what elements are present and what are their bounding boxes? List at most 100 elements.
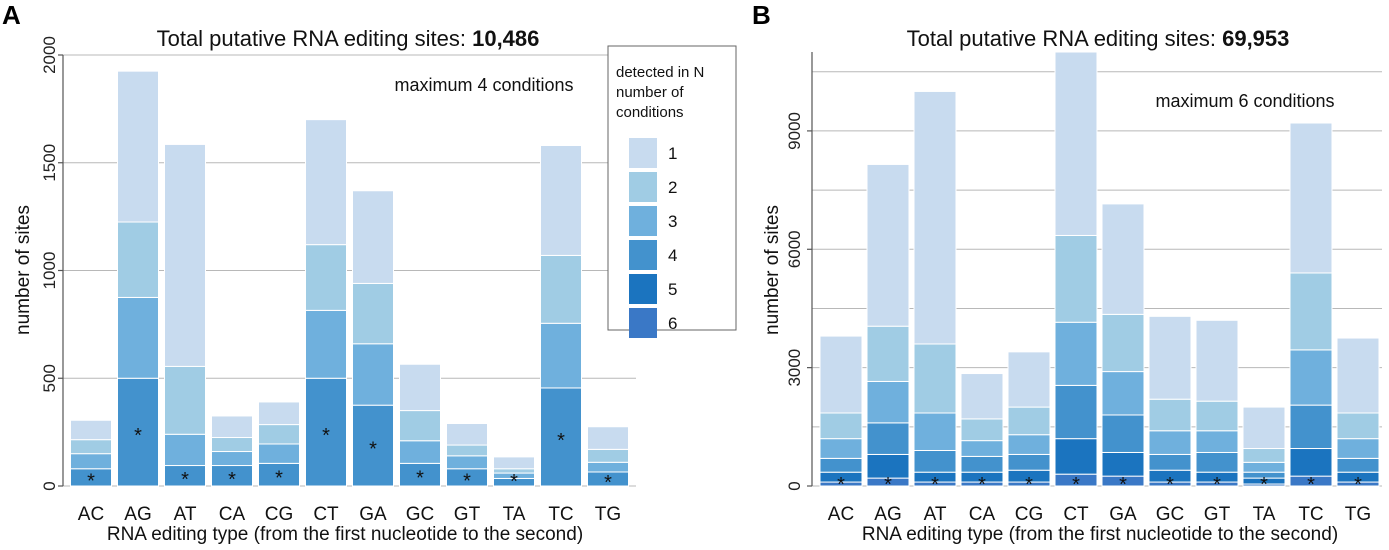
significance-star: * [416, 468, 424, 490]
bar-segment-AT-level-4 [913, 449, 957, 473]
category-label-CT: CT [313, 504, 339, 525]
panel-b: B 0 3000 6000 9000 * AC * AG * AT * CA * CG * CT * GA * GC * G… [752, 0, 1382, 545]
panel-letter-a: A [2, 0, 21, 30]
y-axis-label: number of sites [13, 205, 34, 335]
bar-segment-GA-level-3 [1101, 371, 1145, 416]
chart-title-value: 10,486 [472, 26, 539, 51]
significance-star: * [1072, 474, 1080, 496]
bar-segment-CA-level-2 [211, 437, 253, 453]
significance-star: * [463, 470, 471, 492]
bar-segment-AC-level-4 [819, 457, 863, 473]
max-conditions-annotation: maximum 4 conditions [394, 75, 573, 95]
bar-segment-AC-level-2 [70, 439, 112, 455]
category-label-CA: CA [969, 504, 996, 525]
bar-segment-CA-level-2 [960, 418, 1004, 442]
bar-segment-AT-level-1 [164, 143, 206, 367]
x-axis-label: RNA editing type (from the first nucleot… [107, 524, 583, 545]
bar-segment-AC-level-1 [70, 419, 112, 441]
bar-segment-GC-level-2 [399, 410, 441, 442]
category-label-CA: CA [219, 504, 246, 525]
bar-segment-AG-level-4 [866, 422, 910, 455]
legend-label-4: 4 [668, 246, 677, 265]
bar-segment-AC-level-2 [819, 412, 863, 440]
bar-segment-TC-level-3 [540, 322, 582, 389]
category-label-CG: CG [1015, 504, 1044, 525]
bar-segment-TA-level-1 [493, 456, 535, 470]
bar-segment-GC-level-2 [1148, 398, 1192, 432]
bar-segment-GC-level-3 [399, 440, 441, 464]
significance-star: * [134, 425, 142, 447]
bar-segment-GA-level-2 [1101, 313, 1145, 373]
bar-segment-GA-level-1 [1101, 203, 1145, 315]
category-label-GA: GA [359, 504, 387, 525]
bar-segment-TG-level-1 [1336, 337, 1380, 414]
bar-segment-CT-level-5 [1054, 438, 1098, 475]
significance-star: * [884, 474, 892, 496]
bar-segment-GC-level-1 [1148, 315, 1192, 400]
bar-segment-GA-level-5 [1101, 451, 1145, 477]
bar-segment-CG-level-1 [1007, 351, 1051, 408]
legend-swatch-3 [629, 206, 657, 236]
chart-title: Total putative RNA editing sites: 10,486 [157, 26, 540, 51]
significance-star: * [228, 469, 236, 491]
legend-label-5: 5 [668, 280, 677, 299]
bar-segment-AT-level-3 [164, 433, 206, 467]
bar-segment-GT-level-4 [1195, 451, 1239, 473]
significance-star: * [1213, 474, 1221, 496]
bar-segment-GT-level-3 [446, 455, 488, 470]
legend-swatch-1 [629, 138, 657, 168]
bar-segment-AG-level-3 [866, 380, 910, 424]
significance-star: * [275, 468, 283, 490]
bar-segment-GT-level-2 [446, 444, 488, 457]
bar-segment-AC-level-3 [70, 453, 112, 470]
bar-segment-CT-level-1 [1054, 51, 1098, 236]
bar-segment-CT-level-2 [305, 244, 347, 311]
category-label-CT: CT [1063, 504, 1089, 525]
chart-title-text: Total putative RNA editing sites: [157, 26, 473, 51]
legend-swatch-2 [629, 172, 657, 202]
chart-title: Total putative RNA editing sites: 69,953 [907, 26, 1290, 51]
y-tick-label: 9000 [785, 112, 804, 150]
category-label-TG: TG [1345, 504, 1371, 525]
category-label-AT: AT [174, 504, 197, 525]
bar-segment-TG-level-1 [587, 426, 629, 450]
legend-swatch-6 [629, 308, 657, 338]
significance-star: * [322, 425, 330, 447]
y-tick-label: 0 [785, 481, 804, 490]
legend-title-line: detected in N [616, 64, 704, 81]
significance-star: * [1307, 474, 1315, 496]
bar-segment-TG-level-2 [587, 448, 629, 463]
significance-star: * [181, 469, 189, 491]
bar-segment-GA-level-4 [1101, 414, 1145, 453]
bar-segment-AC-level-1 [819, 335, 863, 414]
significance-star: * [931, 474, 939, 496]
significance-star: * [604, 472, 612, 494]
bar-segment-CG-level-3 [258, 443, 300, 464]
bar-segment-CA-level-3 [211, 451, 253, 467]
bar-segment-CG-level-2 [1007, 406, 1051, 436]
bar-segment-GA-level-3 [352, 343, 394, 406]
category-label-TG: TG [595, 504, 621, 525]
category-label-AC: AC [78, 504, 104, 525]
bar-segment-GC-level-3 [1148, 430, 1192, 455]
significance-star: * [557, 430, 565, 452]
x-axis-label: RNA editing type (from the first nucleot… [862, 524, 1338, 545]
legend-label-3: 3 [668, 212, 677, 231]
bar-segment-AG-level-4 [117, 377, 159, 487]
legend-label-6: 6 [668, 314, 677, 333]
bar-segment-GA-level-2 [352, 282, 394, 345]
bar-segment-TA-level-3 [1242, 461, 1286, 473]
bar-segment-AT-level-2 [913, 343, 957, 414]
category-label-AG: AG [874, 504, 901, 525]
category-label-GT: GT [454, 504, 481, 525]
bar-segment-GC-level-1 [399, 363, 441, 412]
y-tick-label: 3000 [785, 349, 804, 387]
category-label-GC: GC [1156, 504, 1185, 525]
significance-star: * [978, 474, 986, 496]
y-tick-label: 2000 [40, 36, 59, 74]
bar-segment-TC-level-3 [1289, 349, 1333, 406]
significance-star: * [369, 439, 377, 461]
bar-segment-TG-level-3 [1336, 438, 1380, 459]
bar-segment-AT-level-3 [913, 412, 957, 451]
